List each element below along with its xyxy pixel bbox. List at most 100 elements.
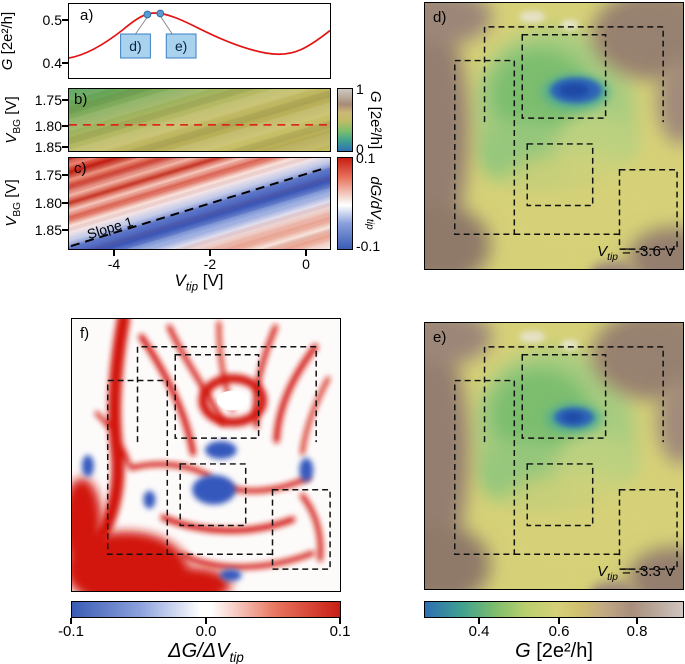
- tick-mark: [558, 618, 560, 624]
- vtip-var: V: [597, 563, 608, 580]
- panel-c-ytick-1: 1.80: [34, 195, 62, 211]
- panel-b-letter: b): [74, 91, 88, 108]
- colorbar-delta-horizontal: [71, 601, 341, 618]
- colorbar-g-vertical: [337, 88, 353, 152]
- vtip-var: V: [597, 243, 608, 260]
- panel-a-plot: d) e): [69, 9, 330, 59]
- panel-a-ytick-1: 0.4: [42, 55, 62, 71]
- label-units: [2e²/h]: [530, 640, 593, 662]
- colorbar-g-horizontal: [424, 601, 684, 618]
- xlabel-sub: tip: [185, 281, 199, 294]
- label-sub: tip: [229, 650, 244, 664]
- colorbar-dgdv-vertical: [337, 157, 353, 250]
- blue-spots: [81, 441, 314, 582]
- marker-d-point: [143, 10, 152, 19]
- panel-b-heatmap: [69, 89, 330, 151]
- panel-b-ytick-0: 1.75: [34, 92, 62, 108]
- label-var: G: [367, 90, 384, 103]
- panel-f-heatmap: [72, 319, 340, 591]
- tick-mark: [478, 618, 480, 624]
- tick-mark: [62, 146, 68, 148]
- panel-b-conductance-map: [68, 88, 331, 152]
- tick-mark: [205, 618, 207, 624]
- red-ring: [198, 374, 268, 427]
- tick-mark: [62, 62, 68, 64]
- tick-mark: [62, 174, 68, 176]
- heatmap-bands: [69, 89, 330, 151]
- tick-mark: [113, 250, 115, 256]
- tick-mark: [339, 618, 341, 624]
- marker-e-label: e): [175, 38, 187, 54]
- colorbar-g-tick-2: 0.8: [626, 623, 648, 640]
- xaxis-label: Vtip [V]: [119, 271, 279, 293]
- tick-mark: [62, 99, 68, 101]
- panel-c-heatmap: Slope 1: [69, 158, 330, 249]
- colorbar-c-tick-top: 0.1: [356, 150, 376, 166]
- tick-mark: [305, 250, 307, 256]
- panel-a-pinchoff-trace: d) e): [68, 3, 331, 79]
- label-var: ΔG/ΔV: [168, 640, 230, 662]
- colorbar-delta-tick-1: 0.0: [195, 623, 217, 640]
- colorbar-g-tick-1: 0.6: [548, 623, 570, 640]
- colorbar-c-label: dG/dVtip: [364, 103, 384, 303]
- colorbar-b-tick-bottom: 0: [356, 141, 364, 157]
- xlabel-units: [V]: [198, 271, 224, 290]
- tick-mark: [62, 229, 68, 231]
- xtick-0: -4: [107, 256, 121, 272]
- marker-d-label: d): [129, 38, 141, 54]
- colorbar-g-tick-0: 0.4: [468, 623, 490, 640]
- label-var: dG/dV: [367, 176, 384, 219]
- vtip-value: = -3.6 V: [617, 243, 675, 260]
- xtick-2: 0: [302, 256, 310, 272]
- panel-d-letter: d): [433, 9, 447, 26]
- xtick-1: -2: [203, 256, 217, 272]
- heatmap-fringes: [69, 158, 330, 249]
- colorbar-g-label: G [2e²/h]: [454, 640, 654, 663]
- vtip-sub: tip: [607, 572, 618, 583]
- conductance-minimum: [542, 75, 610, 110]
- tick-mark: [70, 618, 72, 624]
- panel-e-sgm-map: [424, 322, 684, 590]
- tick-mark: [62, 202, 68, 204]
- panel-b-ytick-2: 1.85: [34, 139, 62, 155]
- marker-d-connector: [135, 16, 148, 35]
- marker-e-point: [156, 9, 165, 18]
- panel-a-ytick-0: 0.5: [42, 12, 62, 28]
- tick-mark: [209, 250, 211, 256]
- conductance-minimum: [546, 404, 602, 433]
- panel-b-ytick-1: 1.80: [34, 118, 62, 134]
- panel-e-letter: e): [433, 329, 447, 346]
- conductance-curve: [69, 12, 330, 59]
- vtip-value: = -3.3 V: [617, 563, 675, 580]
- panel-c-ytick-2: 1.85: [34, 222, 62, 238]
- label-sub: tip: [364, 218, 375, 230]
- panel-d-sgm-map: [424, 2, 684, 270]
- panel-c-transconductance-map: Slope 1: [68, 157, 331, 250]
- vtip-sub: tip: [607, 252, 618, 263]
- tick-mark: [62, 19, 68, 21]
- label-var: G: [515, 640, 531, 662]
- panel-d-vtip-annotation: Vtip = -3.6 V: [500, 243, 675, 263]
- colorbar-delta-tick-2: 0.1: [329, 623, 351, 640]
- panel-c-letter: c): [74, 160, 87, 177]
- white-core: [216, 390, 249, 411]
- red-blobs: [72, 477, 231, 591]
- marker-e-box: [165, 33, 197, 59]
- panel-f-difference-map: [71, 318, 341, 592]
- panel-e-vtip-annotation: Vtip = -3.3 V: [500, 563, 675, 583]
- xlabel-var: V: [174, 271, 186, 290]
- colorbar-c-tick-bottom: -0.1: [356, 238, 381, 254]
- panel-e-heatmap: [425, 323, 683, 589]
- marker-d-box: [120, 33, 151, 59]
- colorbar-b-tick-top: 1: [356, 81, 364, 97]
- panel-a-letter: a): [80, 7, 94, 24]
- marker-e-connector: [159, 15, 173, 35]
- panel-c-ytick-0: 1.75: [34, 167, 62, 183]
- panel-f-letter: f): [80, 325, 90, 342]
- tick-mark: [62, 125, 68, 127]
- tick-mark: [636, 618, 638, 624]
- panel-d-heatmap: [425, 3, 683, 269]
- colorbar-delta-label: ΔG/ΔVtip: [106, 640, 306, 664]
- colorbar-delta-tick-0: -0.1: [58, 623, 84, 640]
